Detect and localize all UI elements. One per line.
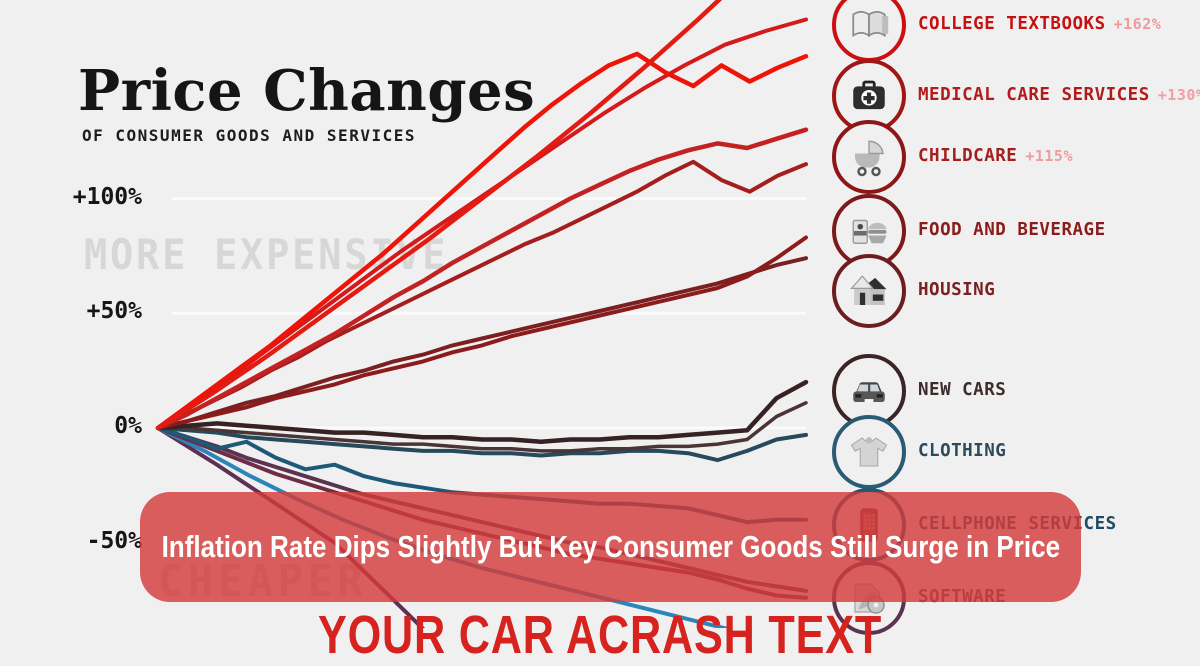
medical-bag-icon (853, 80, 885, 110)
headline-banner-text: Inflation Rate Dips Slightly But Key Con… (161, 529, 1060, 564)
stroller-icon (855, 140, 884, 177)
series-line-steep-red-line (155, 0, 723, 431)
legend-label-medical-care-services: MEDICAL CARE SERVICES (918, 85, 1150, 105)
y-tick-0%: 0% (114, 413, 142, 439)
legend-value-college-textbooks: +162% (1113, 15, 1162, 33)
legend-ring-new-cars (832, 354, 906, 428)
legend-label-childcare: CHILDCARE (918, 146, 1018, 166)
y-tick-+50%: +50% (86, 298, 142, 325)
legend-label-food-and-beverage: FOOD AND BEVERAGE (918, 220, 1106, 240)
legend-value-childcare: +115% (1025, 147, 1073, 165)
y-tick-+100%: +100% (72, 183, 142, 210)
page-title: Price Changes (78, 58, 536, 124)
shirt-icon (850, 437, 888, 467)
page-subtitle: OF CONSUMER GOODS AND SERVICES (82, 126, 416, 145)
series-line-food-and-beverage (156, 235, 808, 430)
y-tick--50%: -50% (86, 527, 142, 554)
series-line-college-textbooks (155, 51, 809, 431)
series-line-clothing (156, 426, 808, 463)
legend-ring-clothing (832, 415, 906, 489)
series-line-medical-care-services (155, 127, 809, 431)
legend-ring-childcare (832, 120, 906, 194)
legend-label-clothing: CLOTHING (918, 441, 1007, 461)
car-icon (853, 382, 885, 403)
legend-label-new-cars: NEW CARS (918, 380, 1007, 400)
series-line-dark-flat-line (156, 401, 808, 453)
legend-ring-housing (832, 254, 906, 328)
food-beverage-icon (852, 219, 887, 244)
infographic-page: { "page": { "background": "#f0f0f0" }, "… (72, 0, 1200, 665)
bottom-headline-cutoff: YOUR CAR ACRASH TEXT (317, 605, 883, 665)
legend-label-college-textbooks: COLLEGE TEXTBOOKS (918, 14, 1106, 34)
book-icon (852, 11, 889, 38)
series-line-new-cars (155, 379, 809, 445)
legend-value-medical-care-services: +130% (1157, 86, 1200, 104)
series-line-housing (156, 256, 808, 430)
house-icon (850, 275, 887, 305)
legend-label-housing: HOUSING (918, 280, 996, 300)
headline-banner: Inflation Rate Dips Slightly But Key Con… (140, 492, 1081, 602)
series-line-childcare (156, 159, 808, 430)
